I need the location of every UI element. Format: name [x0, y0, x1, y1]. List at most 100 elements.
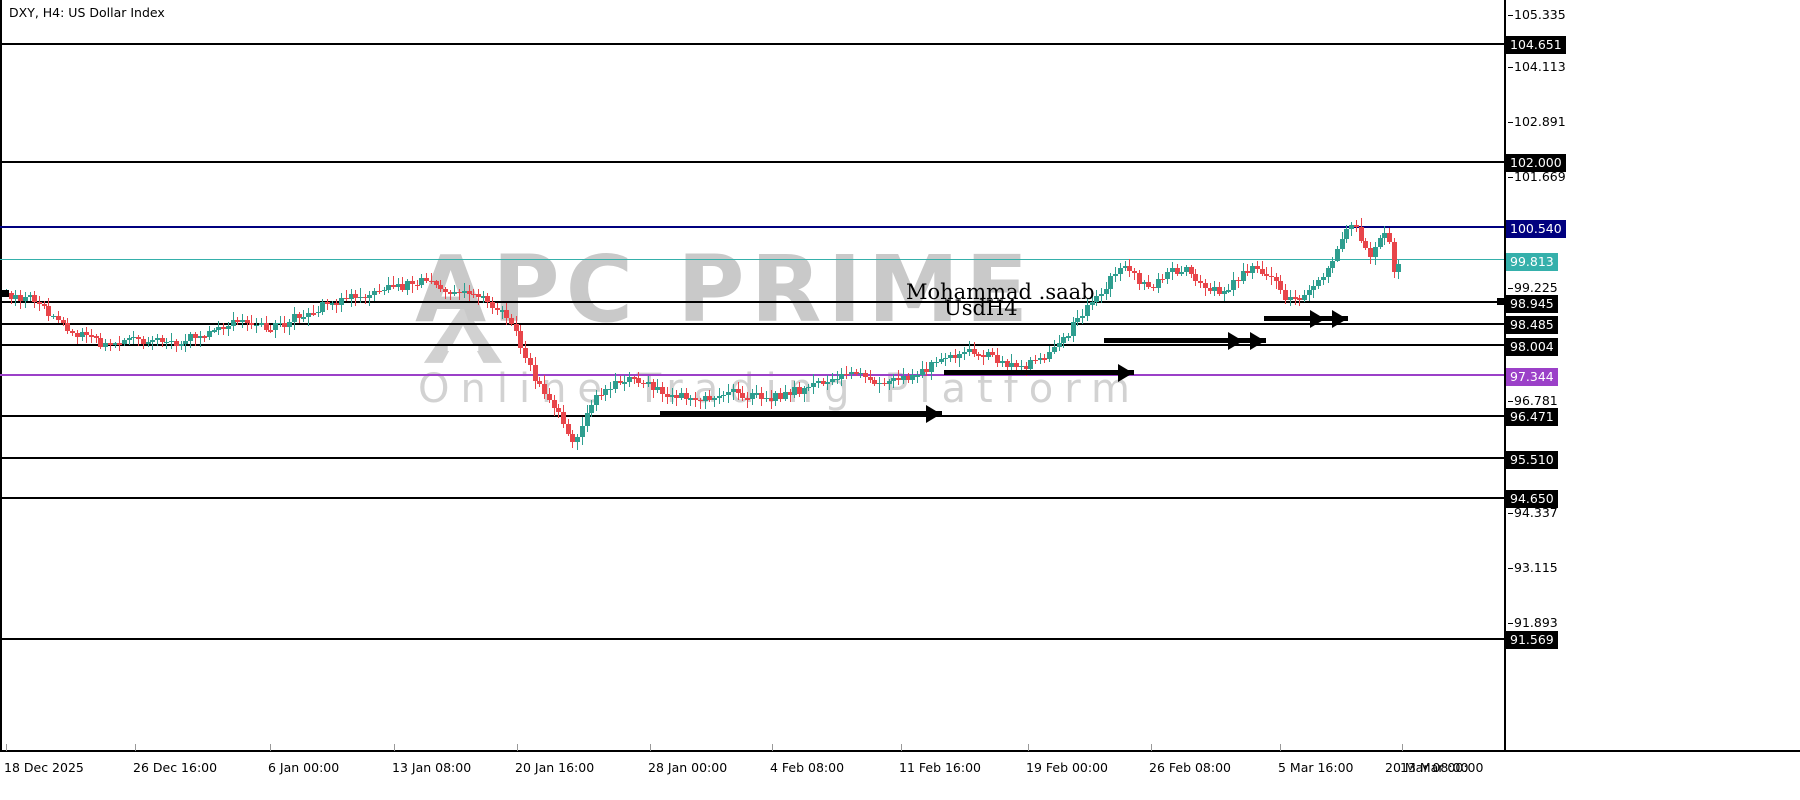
price-label-chip-102-000[interactable]: 102.000 [1506, 154, 1566, 172]
arrow-98-004-line[interactable] [1104, 338, 1266, 343]
level-98-004[interactable] [0, 344, 1504, 346]
candle-body [1169, 268, 1175, 273]
candle-body [1108, 276, 1114, 290]
candle-body [542, 383, 548, 394]
level-99-813[interactable] [0, 259, 1504, 260]
candle-body [1198, 280, 1204, 284]
candle-body [296, 313, 302, 318]
candle-wick [619, 376, 621, 385]
candle-body [1311, 286, 1317, 290]
candle-body [1273, 277, 1279, 282]
candle-body [79, 331, 85, 338]
price-label-chip-97-344[interactable]: 97.344 [1506, 368, 1558, 386]
candle-wick [832, 372, 833, 386]
price-label-chip-98-945[interactable]: 98.945 [1506, 295, 1558, 313]
candle-body [1160, 278, 1166, 281]
level-95-510[interactable] [0, 457, 1504, 459]
candle-body [1184, 267, 1189, 272]
candle-body [834, 378, 840, 381]
candle-wick [95, 333, 97, 343]
candle-body [749, 393, 755, 400]
price-label-chip-91-569[interactable]: 91.569 [1506, 631, 1558, 649]
candle-body [844, 373, 850, 376]
arrow-96-471-line[interactable] [660, 411, 942, 416]
candle-body [848, 371, 854, 374]
symbol-title: DXY, H4: US Dollar Index [9, 5, 165, 20]
candle-body [55, 315, 61, 320]
candle-body [1268, 275, 1274, 278]
level-91-569[interactable] [0, 638, 1504, 640]
candle-wick [1058, 335, 1060, 352]
candle-wick [699, 398, 701, 410]
candle-body [1287, 297, 1293, 300]
level-98-945[interactable] [0, 301, 1504, 303]
arrow-98-485-line[interactable] [1264, 316, 1348, 321]
candle-wick [459, 288, 461, 300]
candle-body [546, 393, 552, 401]
level-96-471[interactable] [0, 415, 1504, 417]
level-98-485[interactable] [0, 323, 1504, 325]
arrow-97-344-line[interactable] [944, 370, 1134, 375]
candle-body [1202, 283, 1208, 288]
level-97-344[interactable] [0, 374, 1504, 376]
candle-body [1037, 357, 1043, 360]
level-100-540[interactable] [0, 226, 1504, 228]
level-104-651[interactable] [0, 43, 1504, 45]
candle-body [645, 382, 651, 384]
candle-body [1226, 290, 1232, 292]
candle-body [1368, 247, 1374, 258]
candle-body [159, 338, 165, 343]
level-102-000[interactable] [0, 161, 1504, 163]
candle-body [32, 294, 38, 302]
candle-body [1377, 237, 1383, 247]
price-cursor-marker [1497, 298, 1504, 305]
candle-body [886, 381, 892, 384]
price-label-chip-100-540[interactable]: 100.540 [1506, 220, 1566, 238]
candle-wick [756, 384, 758, 399]
arrow-96-471-head [926, 404, 941, 423]
candle-body [872, 380, 878, 385]
candle-body [556, 407, 562, 413]
time-tick-label: 28 Jan 00:00 [648, 760, 728, 775]
candle-body [1117, 267, 1123, 275]
candle-wick [463, 283, 465, 299]
candle-body [905, 375, 911, 381]
price-label-chip-94-650[interactable]: 94.650 [1506, 490, 1558, 508]
candle-body [948, 355, 953, 358]
candle-body [263, 322, 269, 331]
candle-body [1391, 241, 1397, 273]
candle-wick [388, 276, 390, 293]
price-label-chip-99-813[interactable]: 99.813 [1506, 253, 1558, 271]
candle-body [1217, 287, 1223, 295]
candle-wick [109, 339, 111, 352]
candle-body [348, 293, 354, 300]
candle-body [329, 303, 335, 305]
candle-body [27, 294, 33, 297]
price-label-chip-98-004[interactable]: 98.004 [1506, 338, 1558, 356]
candle-body [1009, 362, 1015, 367]
time-tick-label: 13 Mar 00:00 [1400, 760, 1484, 775]
candle-body [400, 283, 406, 290]
price-label-chip-98-485[interactable]: 98.485 [1506, 316, 1558, 334]
candle-wick [114, 341, 116, 349]
time-tick-label: 26 Dec 16:00 [133, 760, 218, 775]
candle-wick [1237, 276, 1239, 288]
candle-body [537, 381, 543, 384]
candle-wick [1001, 355, 1003, 367]
candle-body [579, 425, 585, 437]
price-tick-96-781: 96.781 [1508, 394, 1558, 408]
candle-body [301, 317, 307, 319]
level-94-650[interactable] [0, 497, 1504, 499]
price-label-chip-95-510[interactable]: 95.510 [1506, 451, 1558, 469]
price-label-chip-104-651[interactable]: 104.651 [1506, 36, 1566, 54]
candle-body [291, 313, 297, 322]
candle-body [268, 330, 274, 332]
price-label-chip-96-471[interactable]: 96.471 [1506, 408, 1558, 426]
price-tick-label: 96.781 [1514, 393, 1558, 408]
candle-body [362, 296, 368, 299]
time-tick-label: 6 Jan 00:00 [268, 760, 340, 775]
candle-wick [317, 306, 319, 318]
candle-body [1292, 297, 1298, 299]
candle-wick [279, 316, 281, 327]
candle-wick [1134, 268, 1136, 280]
